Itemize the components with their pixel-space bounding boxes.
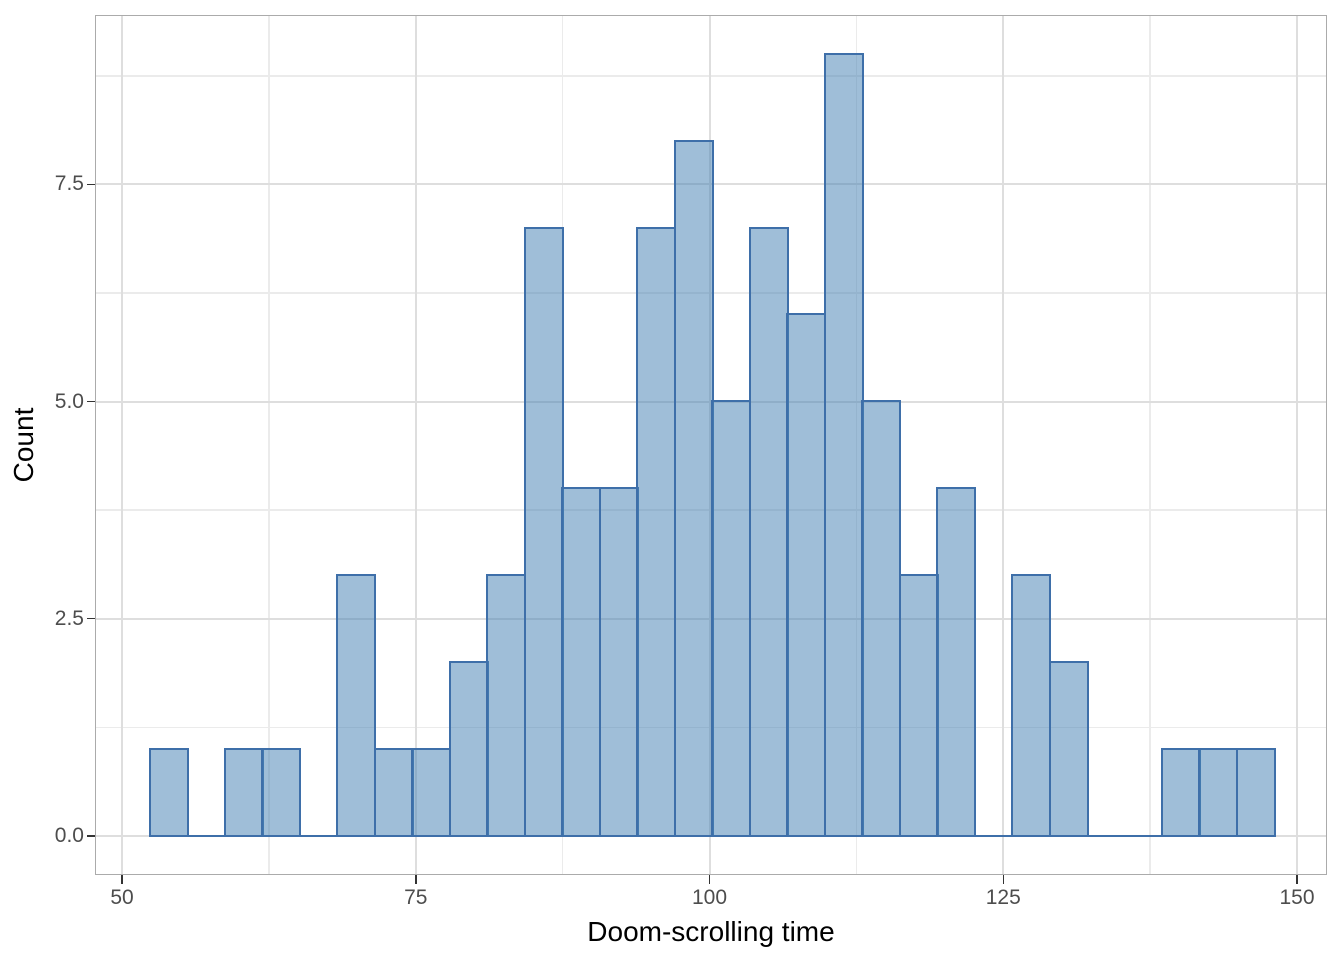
x-tick-mark [121, 875, 123, 884]
x-tick-mark [1002, 875, 1005, 884]
histogram-bar [261, 747, 302, 838]
histogram-bar [1011, 574, 1052, 838]
y-tick-mark [86, 183, 95, 186]
y-tick-label-5.0: 5.0 [54, 389, 84, 413]
histogram-zero-bar [973, 834, 1014, 838]
histogram-bar [1235, 747, 1276, 838]
x-major-gridline [414, 15, 417, 875]
x-axis-title: Doom-scrolling time [587, 916, 835, 947]
y-tick-mark [86, 400, 95, 403]
x-minor-gridline [1149, 15, 1151, 875]
x-tick-label-150: 150 [1279, 886, 1315, 909]
y-tick-label-7.5: 7.5 [54, 172, 84, 196]
histogram-bar [748, 226, 789, 838]
y-tick-label-2.5: 2.5 [54, 606, 84, 630]
x-minor-gridline [268, 15, 270, 875]
x-major-gridline [1002, 15, 1005, 875]
x-tick-mark [1296, 875, 1298, 884]
histogram-bar [1048, 660, 1089, 838]
histogram-bar [1161, 747, 1201, 838]
x-tick-label-100: 100 [692, 886, 728, 909]
histogram-bar [411, 747, 452, 838]
histogram-zero-bar [1123, 834, 1164, 838]
x-tick-label-50: 50 [110, 886, 134, 909]
x-major-gridline [121, 15, 124, 875]
x-tick-label-75: 75 [404, 886, 428, 909]
histogram-zero-bar [298, 834, 339, 838]
histogram-bar [148, 747, 189, 838]
y-tick-mark [86, 617, 95, 620]
histogram-bar [936, 487, 977, 838]
histogram-bar [336, 574, 377, 838]
histogram-bar [223, 747, 264, 838]
y-minor-gridline [95, 75, 1327, 77]
y-axis-title: Count [8, 407, 39, 483]
histogram-zero-bar [1086, 834, 1127, 838]
y-tick-mark [86, 835, 95, 837]
histogram-zero-bar [186, 834, 227, 838]
x-tick-mark [415, 875, 417, 884]
x-tick-label-125: 125 [985, 886, 1021, 909]
y-tick-label-0.0: 0.0 [54, 823, 84, 847]
x-major-gridline [1296, 15, 1299, 875]
x-tick-mark [708, 875, 711, 884]
